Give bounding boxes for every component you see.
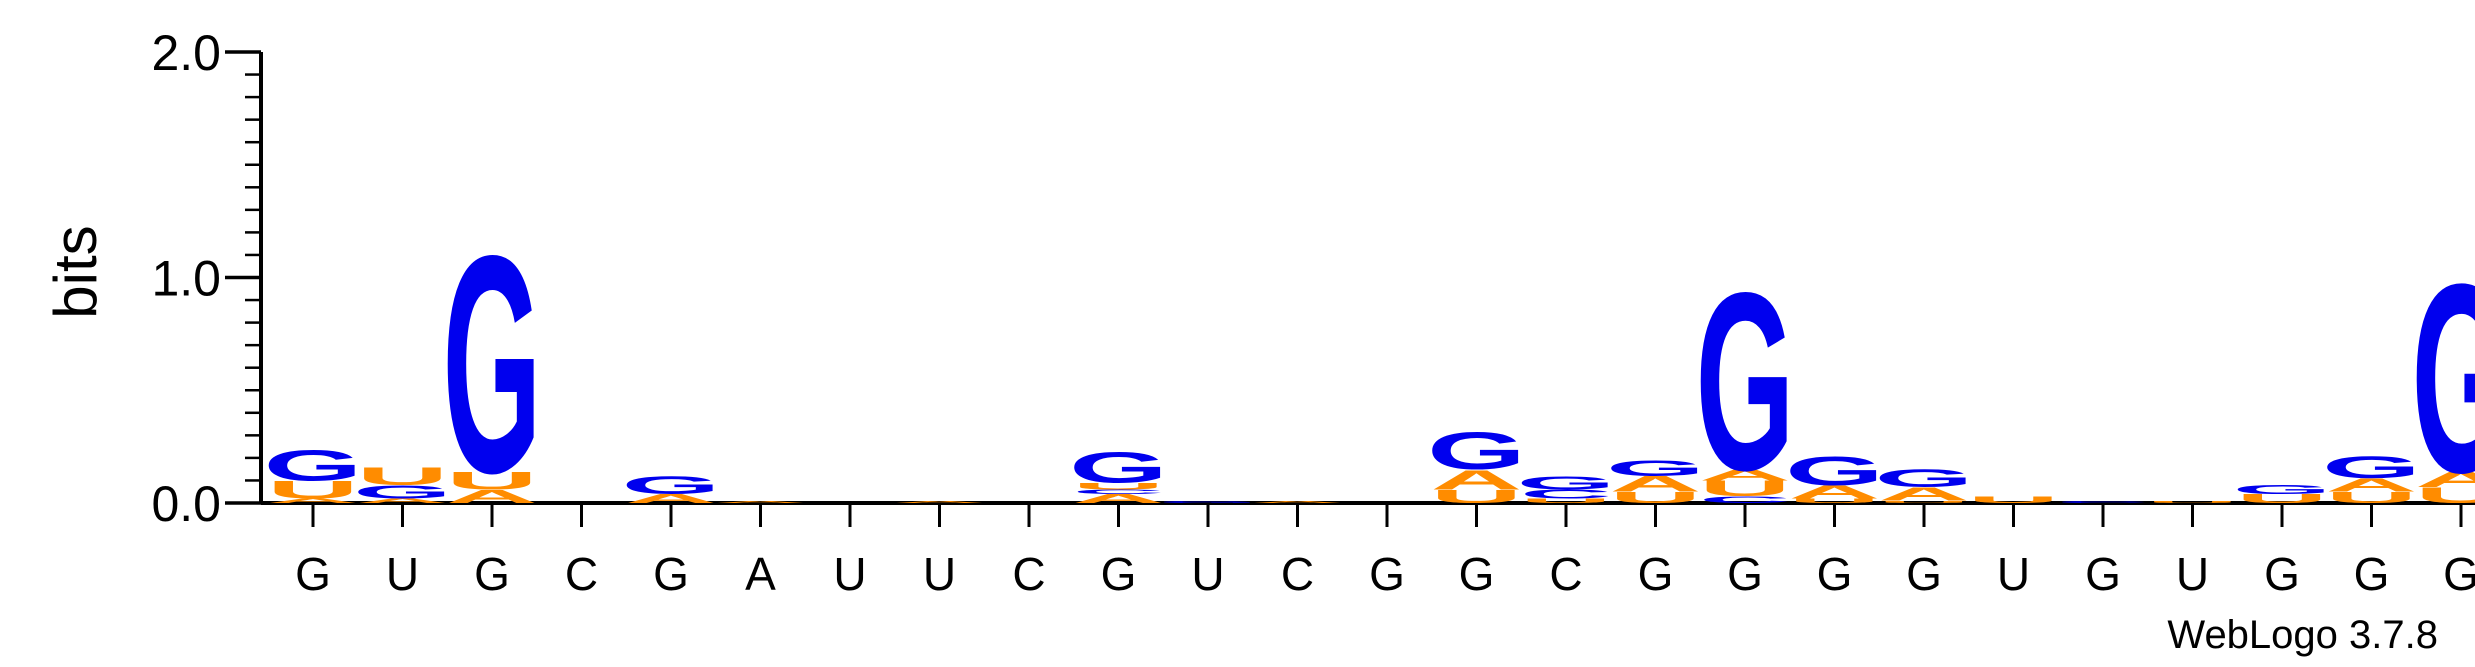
sequence-label: C [1012, 548, 1045, 600]
logo-letter-G: G [1785, 448, 1884, 494]
logo-letter-U: U [1878, 500, 1970, 503]
sequence-label: G [295, 548, 331, 600]
y-axis-label: bits [42, 225, 109, 318]
sequence-label: G [2354, 548, 2390, 600]
logo-letter-A: A [1073, 492, 1165, 506]
sequence-label: G [1369, 548, 1405, 600]
logo-letter-U: U [1968, 495, 2060, 506]
y-axis: 0.0 1.0 2.0 [151, 25, 2475, 532]
logo-letter-G: G [1427, 421, 1526, 480]
logo-letter-G: G [2232, 483, 2331, 497]
logo-letter-A: A [1431, 464, 1523, 495]
logo-letter-G: G [622, 472, 721, 500]
logo-letter-U: U [357, 463, 449, 491]
logo-letter-U: U [2236, 492, 2328, 506]
logo-letter-G: G [353, 482, 452, 503]
sequence-label: C [1549, 548, 1582, 600]
sequence-label: U [2176, 548, 2209, 600]
logo-letter-U: U [2326, 489, 2418, 506]
sequence-label: U [386, 548, 419, 600]
logo-letter-A: A [894, 500, 986, 503]
logo-letter-A: A [2326, 475, 2418, 496]
logo-letter-A: A [625, 492, 717, 506]
logo-letter-A: A [1252, 500, 1344, 503]
logo-letter-C: C [2057, 500, 2149, 503]
logo-letter-A: A [267, 497, 359, 504]
logo-letter-C: C [1073, 488, 1165, 495]
sequence-label: G [1638, 548, 1674, 600]
logo-letter-A: A [357, 497, 449, 504]
sequence-label: U [833, 548, 866, 600]
sequence-label: G [474, 548, 510, 600]
logo-letter-A: A [715, 500, 807, 503]
y-tick-label: 2.0 [151, 25, 221, 81]
sequence-label: G [1101, 548, 1137, 600]
sequence-label: U [923, 548, 956, 600]
logo-letter-A: A [1699, 466, 1791, 483]
logo-letter-A: A [446, 486, 538, 507]
logo-letter-C: C [1699, 495, 1791, 506]
logo-letter-A: A [1789, 482, 1881, 503]
sequence-label: C [565, 548, 598, 600]
logo-letter-G: G [2412, 227, 2475, 529]
logo-letter-G: G [1696, 239, 1795, 523]
y-tick-label: 1.0 [151, 251, 221, 307]
sequence-label: U [1997, 548, 2030, 600]
logo-letter-U: U [1610, 489, 1702, 506]
logo-letter-G: G [1875, 465, 1974, 493]
sequence-label: G [1817, 548, 1853, 600]
logo-letter-G: G [1069, 444, 1168, 493]
sequence-label: G [2443, 548, 2475, 600]
logo-letter-G: G [1516, 473, 1615, 494]
logo-letter-A: A [1610, 472, 1702, 496]
sequence-label: G [1906, 548, 1942, 600]
logo-letter-U: U [267, 476, 359, 504]
logo-letter-U: U [1520, 497, 1612, 504]
sequence-label: C [1281, 548, 1314, 600]
logo-letter-U: U [446, 467, 538, 495]
logo-letter-G: G [2322, 450, 2421, 485]
logo-letter-U: U [1431, 486, 1523, 507]
y-tick-label: 0.0 [151, 476, 221, 532]
logo-letter-G: G [443, 191, 542, 538]
logo-letter-A: A [2415, 468, 2475, 492]
sequence-label: A [745, 548, 776, 600]
sequence-label: G [2264, 548, 2300, 600]
sequence-label: G [1459, 548, 1495, 600]
weblogo-credit: WebLogo 3.7.8 [2167, 613, 2438, 657]
logo-letter-U: U [1789, 497, 1881, 504]
logo-letter-U: U [1699, 477, 1791, 501]
logo-letter-U: U [2147, 500, 2239, 503]
logo-letter-G: G [1158, 500, 1257, 503]
logo-letter-C: C [1520, 487, 1612, 501]
sequence-label: U [1191, 548, 1224, 600]
logo-letter-U: U [2415, 483, 2475, 507]
sequence-label: G [653, 548, 689, 600]
logo-letter-G: G [264, 441, 363, 490]
sequence-label: G [1727, 548, 1763, 600]
logo-letter-G: G [1606, 456, 1705, 480]
sequence-label: G [2085, 548, 2121, 600]
logo-letter-U: U [1073, 481, 1165, 492]
logo-letter-A: A [1878, 484, 1970, 505]
